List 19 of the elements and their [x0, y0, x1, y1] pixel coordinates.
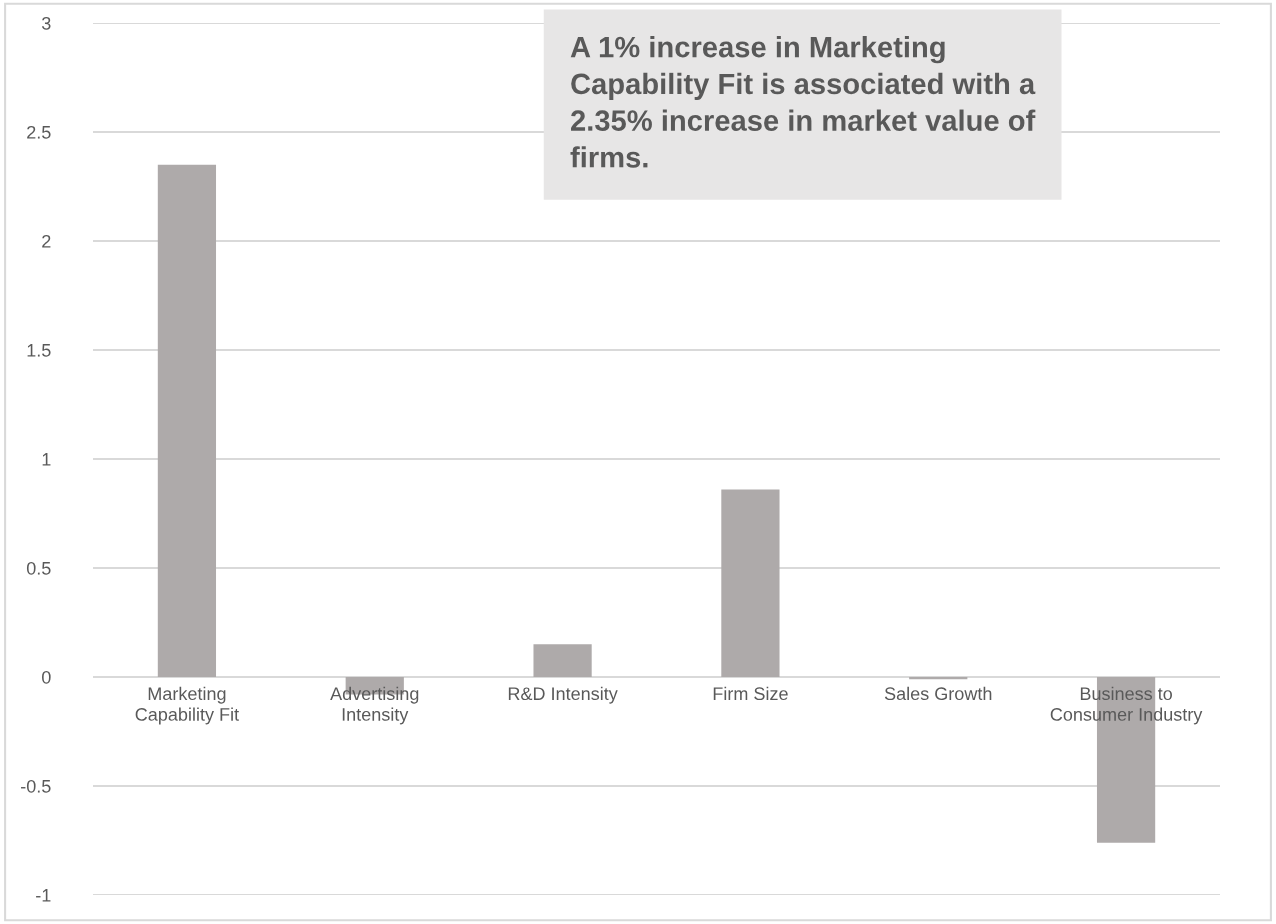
y-tick-label: -0.5 [21, 779, 51, 793]
annotation: A 1% increase in Marketing Capability Fit is associated with a 2.35% increase in market value of firms. [570, 36, 1036, 168]
y-tick-label: 1 [42, 453, 51, 466]
y-tick-label: 2 [42, 234, 51, 248]
y-tick-label: 0.5 [26, 561, 51, 575]
x-tick-label: Firm Size [713, 686, 788, 701]
x-tick-label: Advertising Intensity [330, 686, 419, 725]
bar [721, 489, 780, 677]
bar [533, 644, 592, 677]
x-tick-label: Sales Growth [884, 686, 992, 701]
x-tick-label: R&D Intensity [508, 686, 618, 704]
y-tick-label: 2.5 [27, 125, 51, 139]
y-tick-label: -1 [36, 889, 51, 902]
x-tick-label: Marketing Capability Fit [135, 686, 239, 725]
y-tick-label: 1.5 [27, 344, 51, 357]
bar [157, 164, 217, 677]
y-tick-label: 0 [42, 670, 51, 684]
y-tick-label: 3 [41, 16, 51, 30]
bar [909, 677, 968, 680]
